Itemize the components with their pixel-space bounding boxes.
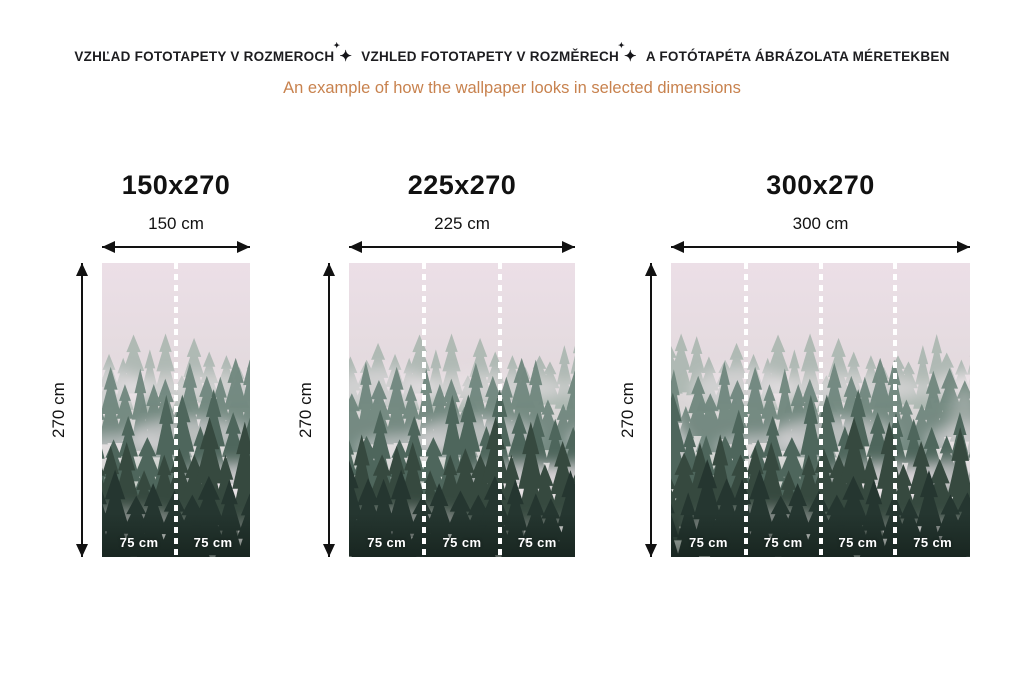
roll-width-label: 75 cm <box>442 535 482 550</box>
title-part-cz: VZHLED FOTOTAPETY V ROZMĚRECH <box>361 49 620 64</box>
foggy-forest-image <box>349 263 575 557</box>
roll-width-label: 75 cm <box>193 535 233 550</box>
roll-width-label: 75 cm <box>517 535 557 550</box>
sparkle-icon: ✦ ✦ <box>333 41 353 65</box>
roll-seam-divider <box>174 263 178 557</box>
roll-seam-divider <box>743 263 748 557</box>
title-part-sk: VZHĽAD FOTOTAPETY V ROZMEROCH <box>74 49 335 64</box>
roll-seam-divider <box>422 263 427 557</box>
wallpaper-preview: 75 cm 75 cm <box>102 263 250 557</box>
page-title: VZHĽAD FOTOTAPETY V ROZMEROCH ✦ ✦ VZHLED … <box>0 41 1024 65</box>
roll-seam-divider <box>893 263 898 557</box>
height-dimension-arrow <box>76 263 88 557</box>
height-dimension-arrow <box>645 263 657 557</box>
sparkle-icon: ✦ ✦ <box>618 41 637 65</box>
roll-width-label: 75 cm <box>367 535 407 550</box>
width-dimension-arrow <box>671 241 970 253</box>
roll-width-label: 75 cm <box>838 535 878 550</box>
wallpaper-preview: 75 cm 75 cm 75 cm <box>349 263 575 557</box>
size-title: 300x270 <box>766 170 875 200</box>
width-dimension-arrow <box>102 241 250 253</box>
foggy-forest-image <box>671 263 970 557</box>
title-part-hu: A FOTÓTAPÉTA ÁBRÁZOLATA MÉRETEKBEN <box>645 49 950 64</box>
roll-width-label: 75 cm <box>763 535 803 550</box>
roll-width-labels: 75 cm 75 cm <box>102 535 250 550</box>
roll-seam-divider <box>497 263 502 557</box>
height-dimension-arrow <box>323 263 335 557</box>
page-subtitle: An example of how the wallpaper looks in… <box>283 79 741 97</box>
size-title: 225x270 <box>407 170 517 200</box>
roll-width-labels: 75 cm 75 cm 75 cm 75 cm <box>671 535 970 550</box>
height-dimension-label: 270 cm <box>296 382 315 438</box>
width-dimension-label: 300 cm <box>792 214 849 233</box>
wallpaper-preview: 75 cm 75 cm 75 cm 75 cm <box>671 263 970 557</box>
width-dimension-arrow <box>349 241 575 253</box>
width-dimension-label: 150 cm <box>148 214 204 233</box>
width-dimension-label: 225 cm <box>434 214 490 233</box>
size-title: 150x270 <box>121 170 231 200</box>
roll-seam-divider <box>818 263 823 557</box>
height-dimension-label: 270 cm <box>49 382 68 438</box>
roll-width-label: 75 cm <box>913 535 953 550</box>
roll-width-labels: 75 cm 75 cm 75 cm <box>349 535 575 550</box>
roll-width-label: 75 cm <box>688 535 728 550</box>
height-dimension-label: 270 cm <box>618 382 637 438</box>
roll-width-label: 75 cm <box>119 535 159 550</box>
